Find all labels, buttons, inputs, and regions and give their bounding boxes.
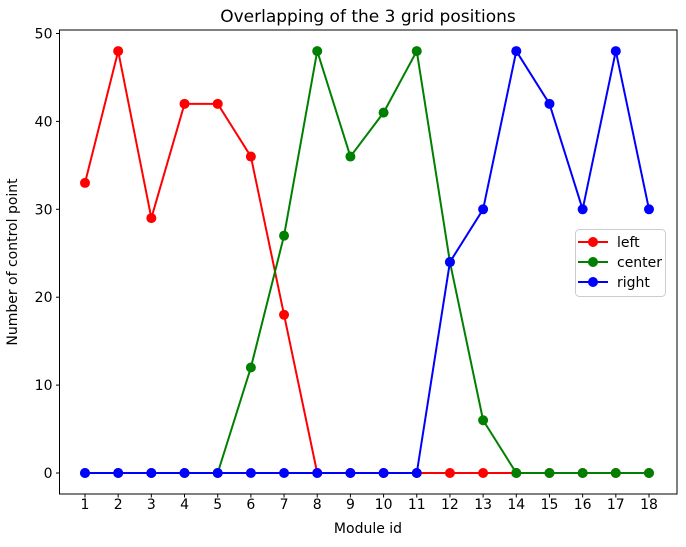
x-axis-ticks: 1 2 3 4 5 6 7 8 9 10 11 12 13 14 15 16 17 18 [81,494,658,513]
x-tick-label: 10 [375,497,393,513]
data-point-marker [610,468,621,478]
data-point-marker [577,204,588,215]
legend-label: left [617,235,640,251]
data-point-marker [511,468,522,478]
data-point-marker [212,98,223,109]
data-point-marker [643,468,654,478]
y-tick-label: 0 [44,466,53,482]
x-tick-label: 14 [507,497,525,513]
data-point-marker [378,468,389,478]
data-point-marker [212,468,223,478]
legend-entry-left: left [578,235,640,251]
x-tick-label: 1 [81,497,90,513]
data-point-marker [610,46,621,57]
data-point-marker [345,468,356,478]
legend-label: right [617,275,650,291]
series-right [80,46,654,478]
x-tick-label: 8 [313,497,322,513]
legend-entry-center: center [578,255,662,271]
y-axis-label: Number of control point [5,178,21,346]
x-tick-label: 16 [574,497,592,513]
y-tick-label: 30 [35,202,53,218]
data-point-marker [245,468,256,478]
x-tick-label: 6 [246,497,255,513]
x-tick-label: 3 [147,497,156,513]
legend-label: center [617,255,662,271]
data-point-marker [411,46,422,57]
plot-frame [59,29,678,495]
x-tick-label: 11 [408,497,426,513]
legend-marker-icon [588,277,598,287]
x-tick-label: 13 [474,497,492,513]
data-point-marker [279,468,290,478]
data-point-marker [511,46,522,57]
x-axis-label: Module id [334,521,402,537]
data-point-marker [179,468,190,478]
data-point-marker [146,468,157,478]
data-point-marker [245,151,256,162]
data-point-marker [378,107,389,118]
y-tick-label: 10 [35,378,53,394]
y-axis-ticks: 0 10 20 30 40 50 [35,27,60,482]
data-point-marker [478,468,489,478]
legend-entry-right: right [578,275,650,291]
data-point-marker [113,46,124,57]
data-point-marker [345,151,356,162]
data-point-marker [478,204,489,215]
x-tick-label: 7 [280,497,289,513]
y-tick-label: 50 [35,27,53,43]
legend: left center right [575,229,666,297]
y-tick-label: 40 [35,114,53,130]
y-tick-label: 20 [35,290,53,306]
data-point-marker [478,415,489,426]
x-tick-label: 5 [213,497,222,513]
x-tick-label: 18 [640,497,658,513]
x-tick-label: 2 [114,497,123,513]
data-point-marker [245,362,256,373]
data-point-marker [312,46,323,57]
data-point-marker [80,177,90,188]
data-point-marker [113,468,124,478]
x-tick-label: 12 [441,497,459,513]
legend-marker-icon [588,257,598,267]
data-point-marker [179,98,190,109]
data-point-marker [643,204,654,215]
data-point-marker [312,468,323,478]
series-line-right [84,50,650,474]
data-point-marker [279,309,290,320]
data-point-marker [411,468,422,478]
data-point-marker [279,230,290,241]
data-point-marker [80,468,90,478]
x-tick-label: 15 [541,497,559,513]
legend-box [575,229,666,297]
data-point-marker [444,468,455,478]
plot-series [80,46,654,478]
x-tick-label: 17 [607,497,625,513]
x-tick-label: 9 [346,497,355,513]
data-point-marker [544,468,555,478]
data-point-marker [544,98,555,109]
chart-title: Overlapping of the 3 grid positions [220,7,516,27]
data-point-marker [146,213,157,224]
legend-marker-icon [588,237,598,247]
data-point-marker [444,257,455,268]
data-point-marker [577,468,588,478]
x-tick-label: 4 [180,497,189,513]
